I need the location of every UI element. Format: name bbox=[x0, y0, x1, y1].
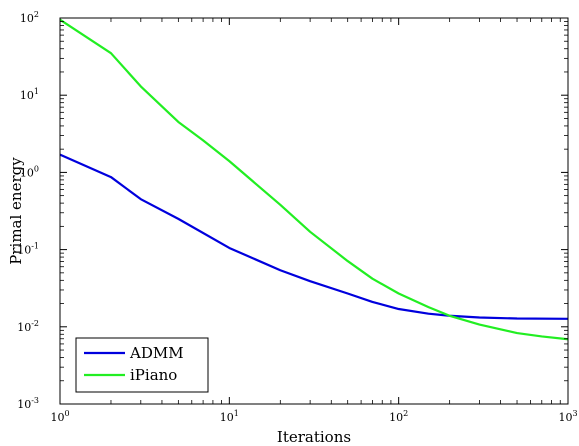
x-tick-label: 100 bbox=[50, 409, 69, 424]
y-tick-label: 10-3 bbox=[17, 396, 39, 411]
legend-label-ipiano: iPiano bbox=[130, 366, 177, 384]
y-tick-label: 100 bbox=[20, 164, 39, 179]
x-axis-title: Iterations bbox=[277, 428, 351, 446]
x-tick-label: 102 bbox=[389, 409, 408, 424]
tick-layer: 100 101 102 103 10-3 10-2 10-1 100 101 102 bbox=[17, 10, 577, 424]
legend-label-admm: ADMM bbox=[129, 344, 184, 362]
x-tick-label: 101 bbox=[220, 409, 239, 424]
y-tick-label: 10-2 bbox=[17, 319, 39, 334]
series-line-admm bbox=[59, 153, 569, 320]
plot-frame bbox=[59, 17, 569, 405]
y-tick-label: 10-1 bbox=[17, 242, 39, 257]
series-layer bbox=[59, 18, 569, 341]
legend: ADMM iPiano bbox=[75, 337, 209, 393]
series-line-ipiano bbox=[59, 18, 569, 341]
legend-box bbox=[75, 337, 209, 393]
y-tick-label: 102 bbox=[20, 10, 39, 25]
y-axis-title: Primal energy bbox=[7, 157, 25, 265]
y-tick-label: 101 bbox=[20, 87, 39, 102]
x-tick-label: 103 bbox=[558, 409, 577, 424]
